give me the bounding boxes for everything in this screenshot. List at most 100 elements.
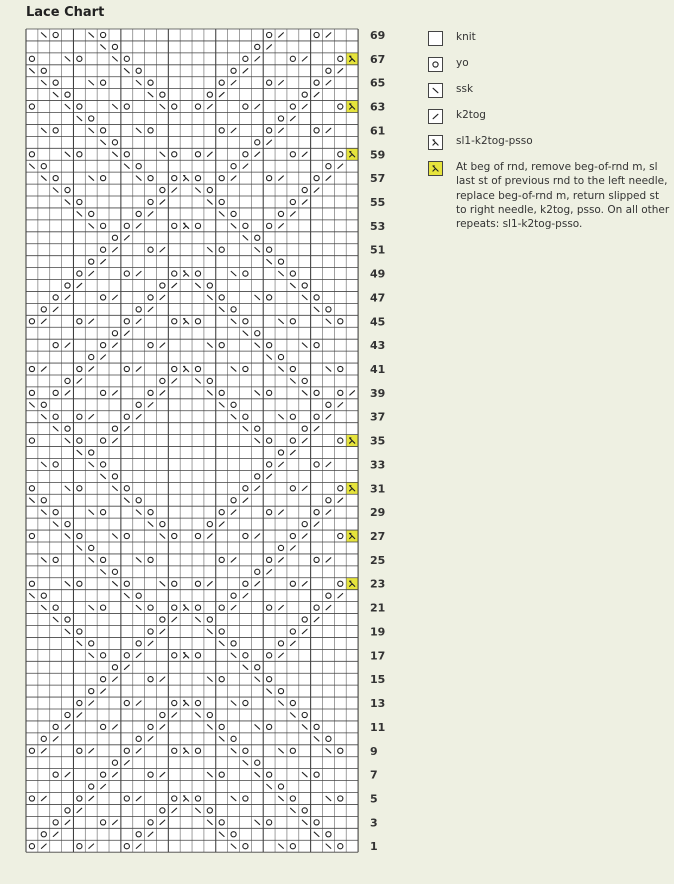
yo-symbol xyxy=(242,699,249,707)
row-number-label: 21 xyxy=(370,602,385,615)
yo-symbol xyxy=(337,532,344,540)
chart-row-34 xyxy=(76,449,296,456)
yo-symbol xyxy=(76,699,83,707)
yo-symbol xyxy=(265,246,273,253)
yo-symbol xyxy=(171,580,178,587)
ssk-symbol xyxy=(195,712,201,718)
yo-symbol xyxy=(147,676,154,683)
yo-symbol xyxy=(147,604,154,611)
legend-label: At beg of rnd, remove beg-of-rnd m, sl l… xyxy=(456,161,670,231)
row-number-label: 67 xyxy=(370,53,385,66)
yo-symbol xyxy=(289,437,296,444)
ssk-symbol xyxy=(218,306,225,313)
k2tog-symbol xyxy=(278,557,284,563)
ssk-symbol xyxy=(195,187,201,193)
yo-symbol xyxy=(206,520,213,528)
ssk-symbol xyxy=(230,366,237,372)
k2tog-symbol xyxy=(159,246,166,253)
yo-symbol xyxy=(111,139,119,146)
k2tog-symbol xyxy=(266,473,273,480)
yo-symbol xyxy=(242,485,249,492)
yo-symbol xyxy=(242,270,249,277)
yo-symbol xyxy=(64,520,71,528)
yo-symbol xyxy=(206,91,213,98)
yo-symbol xyxy=(147,556,154,564)
k2tog-symbol xyxy=(301,56,308,62)
legend-label: sl1-k2tog-psso xyxy=(456,135,533,147)
k2tog-symbol xyxy=(112,437,118,444)
k2tog-symbol xyxy=(100,688,107,694)
legend-item-at: At beg of rnd, remove beg-of-rnd m, sl l… xyxy=(428,161,671,231)
yo-symbol xyxy=(147,246,154,253)
k2tog-symbol xyxy=(159,676,166,682)
yo-symbol xyxy=(265,341,273,349)
k2tog-symbol xyxy=(135,795,142,802)
yo-symbol xyxy=(277,115,285,122)
ssk-symbol xyxy=(278,270,284,277)
k2tog-symbol xyxy=(135,270,142,277)
k2tog-symbol xyxy=(100,258,107,265)
yo-symbol xyxy=(254,473,261,480)
yo-symbol xyxy=(28,485,36,492)
yo-symbol xyxy=(28,151,36,158)
chart-row-50 xyxy=(88,258,285,265)
ssk-symbol xyxy=(266,258,273,265)
k2tog-symbol xyxy=(325,604,332,611)
yo-symbol xyxy=(76,532,83,540)
yo-symbol xyxy=(289,699,296,707)
yo-symbol xyxy=(123,270,130,277)
yo-symbol xyxy=(52,509,59,516)
sl1-k2tog-psso-symbol xyxy=(182,795,190,802)
k2tog-symbol xyxy=(254,56,261,62)
ssk-symbol xyxy=(123,163,130,169)
chart-row-41 xyxy=(28,365,344,373)
ssk-symbol xyxy=(206,724,213,730)
yo-symbol xyxy=(99,461,107,468)
chart-row-25 xyxy=(40,556,332,564)
row-number-label: 5 xyxy=(370,792,378,805)
k2tog-symbol xyxy=(230,127,237,134)
yo-symbol xyxy=(337,318,344,325)
row-number-label: 55 xyxy=(370,196,385,209)
ssk-symbol xyxy=(135,604,142,611)
yo-symbol xyxy=(254,330,261,337)
yo-symbol xyxy=(230,640,237,647)
legend-item-k2tog: k2tog xyxy=(428,109,486,124)
yo-symbol xyxy=(301,425,308,432)
ssk-symbol xyxy=(112,485,118,492)
yo-symbol xyxy=(40,163,47,170)
yo-symbol xyxy=(230,831,237,838)
yo-symbol xyxy=(171,652,178,659)
yo-symbol xyxy=(242,151,249,158)
yo-symbol xyxy=(171,795,178,802)
k2tog-symbol xyxy=(135,366,142,372)
legend-label: ssk xyxy=(456,83,474,95)
k2tog-symbol xyxy=(159,294,166,301)
ssk-symbol xyxy=(254,342,261,348)
k2tog-symbol xyxy=(254,485,261,492)
chart-row-54 xyxy=(76,210,296,218)
chart-row-3 xyxy=(52,819,320,826)
yo-symbol xyxy=(289,103,296,110)
yo-symbol xyxy=(28,389,36,397)
k2tog-symbol xyxy=(230,604,237,611)
yo-symbol xyxy=(313,556,320,564)
ssk-symbol xyxy=(313,736,320,742)
ssk-symbol xyxy=(206,676,213,682)
yo-symbol xyxy=(171,151,178,158)
k2tog-symbol xyxy=(349,390,356,396)
yo-symbol xyxy=(52,556,59,564)
yo-symbol xyxy=(242,365,249,373)
yo-symbol xyxy=(64,711,71,719)
ssk-symbol xyxy=(100,44,107,50)
chart-row-29 xyxy=(40,509,332,516)
chart-row-1 xyxy=(28,843,344,850)
ssk-symbol xyxy=(64,437,71,444)
yo-symbol xyxy=(242,55,249,62)
yo-symbol xyxy=(218,294,225,301)
ssk-symbol xyxy=(64,151,71,158)
yo-symbol xyxy=(40,67,47,74)
yo-symbol xyxy=(88,640,95,647)
k2tog-symbol xyxy=(313,91,320,98)
chart-row-68 xyxy=(100,43,273,51)
